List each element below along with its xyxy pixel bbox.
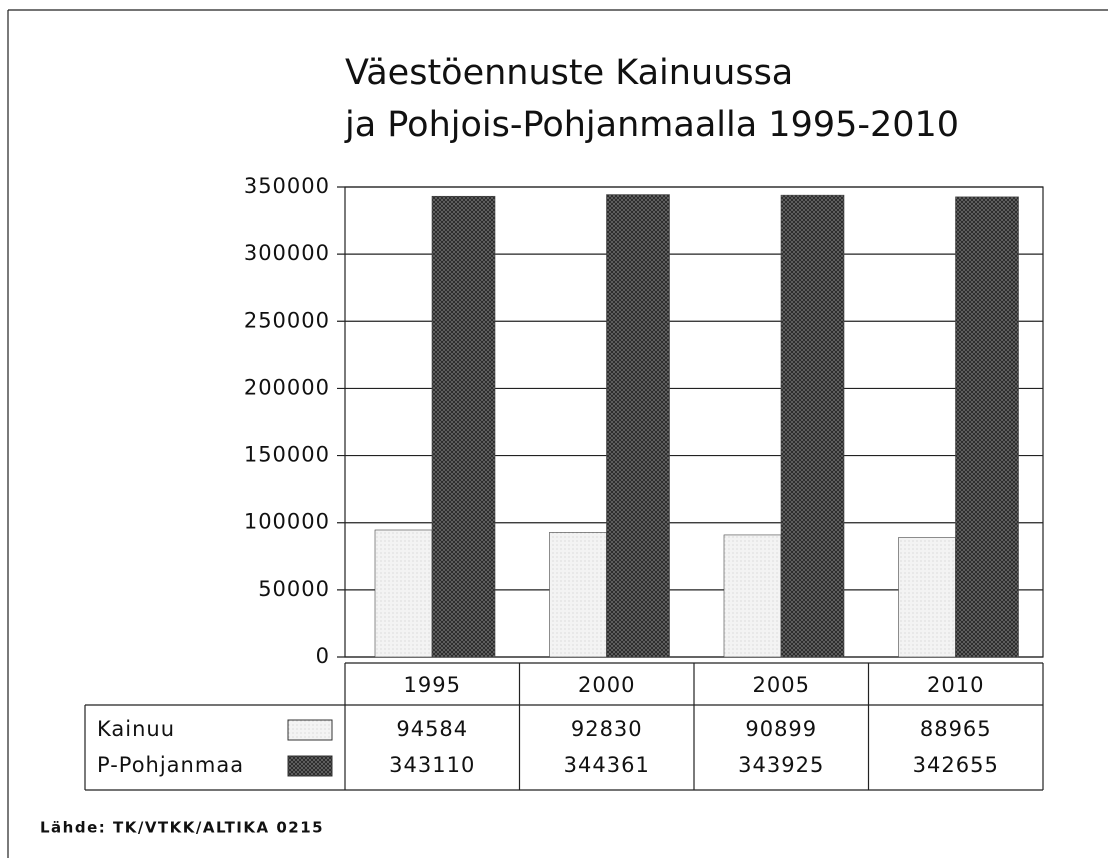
bar — [549, 532, 607, 658]
y-tick-label: 200000 — [244, 375, 330, 399]
y-tick-label: 250000 — [244, 308, 330, 332]
legend-label: P-Pohjanmaa — [97, 753, 244, 777]
y-tick-label: 0 — [316, 644, 330, 668]
table-value: 88965 — [920, 717, 992, 741]
bar — [955, 196, 1019, 658]
y-tick-label: 100000 — [244, 510, 330, 534]
table-value: 342655 — [913, 753, 999, 777]
plot-border — [344, 186, 1044, 658]
bar — [606, 194, 670, 658]
legend-label: Kainuu — [97, 717, 175, 741]
table-value: 343110 — [389, 753, 475, 777]
table-value: 343925 — [738, 753, 824, 777]
y-tick-label: 350000 — [244, 174, 330, 198]
y-tick-label: 50000 — [258, 577, 330, 601]
table-value: 94584 — [396, 717, 468, 741]
bar — [431, 195, 496, 658]
bar — [898, 537, 956, 658]
source-note: Lähde: TK/VTKK/ALTIKA 0215 — [40, 819, 324, 837]
bar — [780, 194, 845, 658]
y-tick-label: 300000 — [244, 241, 330, 265]
bar — [374, 529, 433, 658]
table-value: 344361 — [564, 753, 650, 777]
x-tick-label: 2000 — [578, 673, 635, 697]
x-tick-label: 2010 — [927, 673, 984, 697]
x-tick-label: 1995 — [404, 673, 461, 697]
legend-swatch — [287, 719, 333, 741]
table-value: 92830 — [571, 717, 643, 741]
table-value: 90899 — [745, 717, 817, 741]
chart-title: Väestöennuste Kainuussa — [345, 53, 793, 93]
y-tick-label: 150000 — [244, 443, 330, 467]
chart-title: ja Pohjois-Pohjanmaalla 1995-2010 — [344, 105, 959, 145]
x-tick-label: 2005 — [753, 673, 810, 697]
bar — [723, 534, 782, 658]
legend-swatch — [287, 755, 333, 777]
